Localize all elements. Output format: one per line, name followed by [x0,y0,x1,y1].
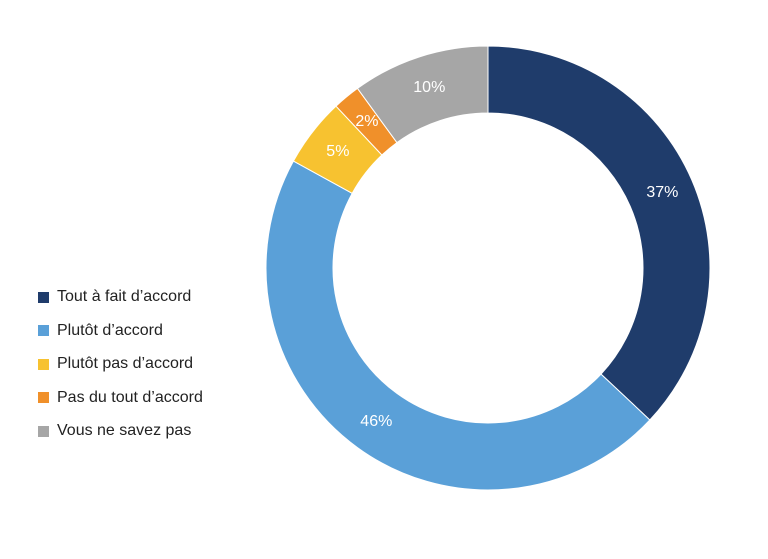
legend-swatch [38,291,49,303]
donut-slice-0 [487,45,711,421]
legend-swatch [38,325,49,336]
data-labels-group: 37% 46% 5% 2% 10% [326,79,678,430]
legend-item-plutot-pas-daccord: Plutôt pas d’accord [38,353,268,375]
legend-item-pas-du-tout-daccord: Pas du tout d’accord [38,387,268,409]
data-label-2: 5% [326,143,349,160]
legend-item-vous-ne-savez-pas: Vous ne savez pas [38,420,268,442]
legend-label: Plutôt d’accord [57,321,163,339]
legend-item-plutot-daccord: Plutôt d’accord [38,320,268,342]
legend-label: Pas du tout d’accord [57,388,203,406]
donut-slice-1 [265,160,651,491]
legend-swatch [38,358,49,370]
donut-slice-4 [356,45,489,144]
data-label-1: 46% [360,413,392,430]
legend-label: Tout à fait d’accord [57,288,192,305]
legend-item-tout-a-fait-daccord: Tout à fait d’accord [38,286,268,308]
data-label-0: 37% [646,184,678,201]
legend: Tout à fait d’accord Plutôt d’accord Plu… [38,286,268,454]
data-label-3: 2% [355,113,378,130]
legend-label: Vous ne savez pas [57,422,192,439]
legend-label: Plutôt pas d’accord [57,355,194,372]
data-label-4: 10% [413,79,445,96]
legend-swatch [38,425,49,437]
legend-swatch [38,392,49,403]
slices-group [265,45,711,491]
